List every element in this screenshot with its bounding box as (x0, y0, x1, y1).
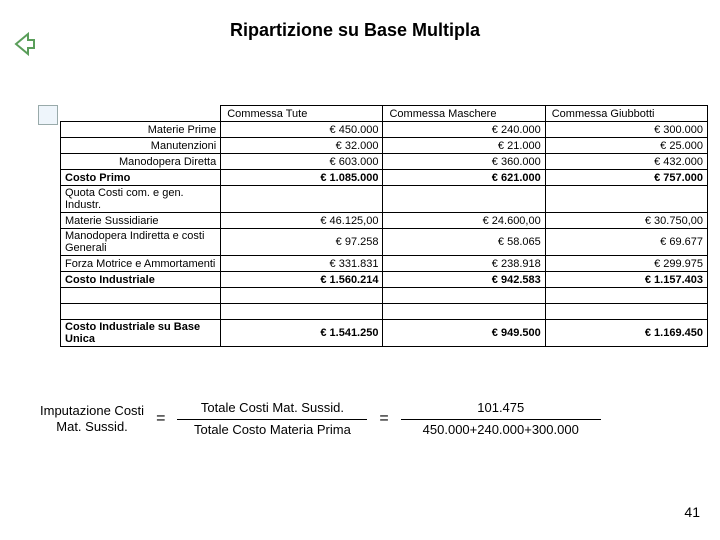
cell-value: € 360.000 (383, 154, 545, 170)
equals-icon: = (375, 410, 392, 428)
cell-value: € 30.750,00 (545, 213, 707, 229)
cell-value: € 1.169.450 (545, 320, 707, 347)
table-row: Costo Industriale€ 1.560.214€ 942.583€ 1… (61, 272, 708, 288)
table-row: Manodopera Diretta€ 603.000€ 360.000€ 43… (61, 154, 708, 170)
formula-lhs-top: Imputazione Costi (40, 403, 144, 420)
cell-value (383, 186, 545, 213)
row-label: Materie Prime (61, 122, 221, 138)
cell-value (383, 304, 545, 320)
cell-value: € 331.831 (221, 256, 383, 272)
formula-lhs: Imputazione Costi Mat. Sussid. (40, 403, 144, 437)
row-label: Manutenzioni (61, 138, 221, 154)
cell-value: € 1.085.000 (221, 170, 383, 186)
row-label: Costo Primo (61, 170, 221, 186)
fraction-line (177, 419, 367, 420)
cell-value: € 58.065 (383, 229, 545, 256)
cell-value (221, 186, 383, 213)
cell-value: € 32.000 (221, 138, 383, 154)
cell-value: € 757.000 (545, 170, 707, 186)
table-header-empty (61, 106, 221, 122)
cell-value (221, 288, 383, 304)
table-row: Materie Sussidiarie€ 46.125,00€ 24.600,0… (61, 213, 708, 229)
table-row: Forza Motrice e Ammortamenti€ 331.831€ 2… (61, 256, 708, 272)
formula-rhs-bot: 450.000+240.000+300.000 (423, 422, 579, 439)
corner-accent (38, 105, 58, 125)
cell-value: € 621.000 (383, 170, 545, 186)
row-label: Manodopera Diretta (61, 154, 221, 170)
cell-value (545, 186, 707, 213)
table-header: Commessa Maschere (383, 106, 545, 122)
fraction-line (401, 419, 601, 420)
cell-value: € 21.000 (383, 138, 545, 154)
cell-value: € 1.541.250 (221, 320, 383, 347)
formula-rhs-top: 101.475 (477, 400, 524, 417)
cost-table: Commessa TuteCommessa MaschereCommessa G… (60, 105, 708, 347)
cell-value: € 46.125,00 (221, 213, 383, 229)
cell-value: € 432.000 (545, 154, 707, 170)
row-label: Manodopera Indiretta e costi Generali (61, 229, 221, 256)
cell-value: € 942.583 (383, 272, 545, 288)
equals-icon: = (152, 410, 169, 428)
cell-value (221, 304, 383, 320)
cell-value: € 949.500 (383, 320, 545, 347)
cell-value (545, 288, 707, 304)
cell-value: € 240.000 (383, 122, 545, 138)
cell-value: € 299.975 (545, 256, 707, 272)
page-number: 41 (684, 504, 700, 520)
table-row: Costo Industriale su Base Unica€ 1.541.2… (61, 320, 708, 347)
page-title: Ripartizione su Base Multipla (230, 20, 480, 41)
table-row: Manutenzioni€ 32.000€ 21.000€ 25.000 (61, 138, 708, 154)
cell-value: € 300.000 (545, 122, 707, 138)
row-label: Costo Industriale su Base Unica (61, 320, 221, 347)
row-label: Costo Industriale (61, 272, 221, 288)
row-label: Materie Sussidiarie (61, 213, 221, 229)
cell-value (383, 288, 545, 304)
cell-value: € 1.560.214 (221, 272, 383, 288)
table-row (61, 288, 708, 304)
formula-mid-top: Totale Costi Mat. Sussid. (201, 400, 344, 417)
table-row (61, 304, 708, 320)
cell-value: € 603.000 (221, 154, 383, 170)
cell-value: € 25.000 (545, 138, 707, 154)
formula-lhs-bot: Mat. Sussid. (56, 419, 128, 436)
cell-value: € 97.258 (221, 229, 383, 256)
cell-value: € 69.677 (545, 229, 707, 256)
formula-mid: Totale Costi Mat. Sussid. Totale Costo M… (177, 400, 367, 439)
row-label (61, 304, 221, 320)
cell-value: € 450.000 (221, 122, 383, 138)
table-header: Commessa Tute (221, 106, 383, 122)
cell-value: € 1.157.403 (545, 272, 707, 288)
formula-mid-bot: Totale Costo Materia Prima (194, 422, 351, 439)
formula-rhs: 101.475 450.000+240.000+300.000 (401, 400, 601, 439)
cell-value: € 238.918 (383, 256, 545, 272)
back-icon[interactable] (10, 30, 38, 58)
cell-value: € 24.600,00 (383, 213, 545, 229)
table-header: Commessa Giubbotti (545, 106, 707, 122)
cell-value (545, 304, 707, 320)
table-row: Manodopera Indiretta e costi Generali€ 9… (61, 229, 708, 256)
row-label: Quota Costi com. e gen. Industr. (61, 186, 221, 213)
table-row: Materie Prime€ 450.000€ 240.000€ 300.000 (61, 122, 708, 138)
row-label: Forza Motrice e Ammortamenti (61, 256, 221, 272)
table-row: Quota Costi com. e gen. Industr. (61, 186, 708, 213)
row-label (61, 288, 221, 304)
formula: Imputazione Costi Mat. Sussid. = Totale … (40, 400, 601, 439)
table-row: Costo Primo€ 1.085.000€ 621.000€ 757.000 (61, 170, 708, 186)
